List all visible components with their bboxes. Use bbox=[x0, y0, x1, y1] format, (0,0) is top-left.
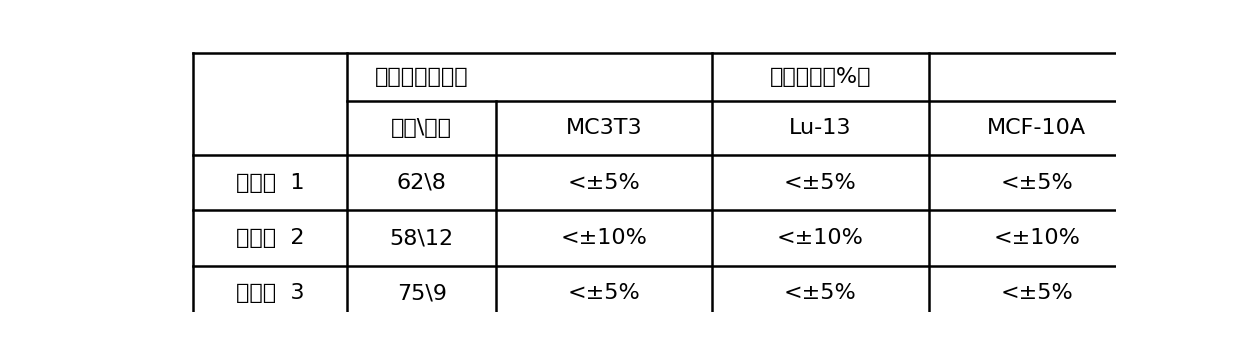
Text: <±5%: <±5% bbox=[784, 283, 857, 303]
Text: Lu-13: Lu-13 bbox=[789, 118, 852, 138]
Text: 水解触角（度）: 水解触角（度） bbox=[374, 67, 469, 87]
Text: MCF-10A: MCF-10A bbox=[987, 118, 1086, 138]
Text: 细胞毒性（%）: 细胞毒性（%） bbox=[770, 67, 872, 87]
Text: 75\9: 75\9 bbox=[397, 283, 446, 303]
Text: <±5%: <±5% bbox=[784, 173, 857, 193]
Text: <±10%: <±10% bbox=[777, 228, 864, 248]
Text: 58\12: 58\12 bbox=[389, 228, 454, 248]
Text: <±10%: <±10% bbox=[993, 228, 1080, 248]
Text: 实施例  1: 实施例 1 bbox=[236, 173, 305, 193]
Text: <±5%: <±5% bbox=[1001, 173, 1073, 193]
Text: MC3T3: MC3T3 bbox=[565, 118, 642, 138]
Text: 实施例  3: 实施例 3 bbox=[236, 283, 305, 303]
Text: <±5%: <±5% bbox=[568, 173, 641, 193]
Text: 62\8: 62\8 bbox=[397, 173, 446, 193]
Text: <±5%: <±5% bbox=[1001, 283, 1073, 303]
Text: <±5%: <±5% bbox=[568, 283, 641, 303]
Text: 对照\实验: 对照\实验 bbox=[391, 118, 453, 138]
Text: <±10%: <±10% bbox=[560, 228, 647, 248]
Text: 实施例  2: 实施例 2 bbox=[236, 228, 305, 248]
